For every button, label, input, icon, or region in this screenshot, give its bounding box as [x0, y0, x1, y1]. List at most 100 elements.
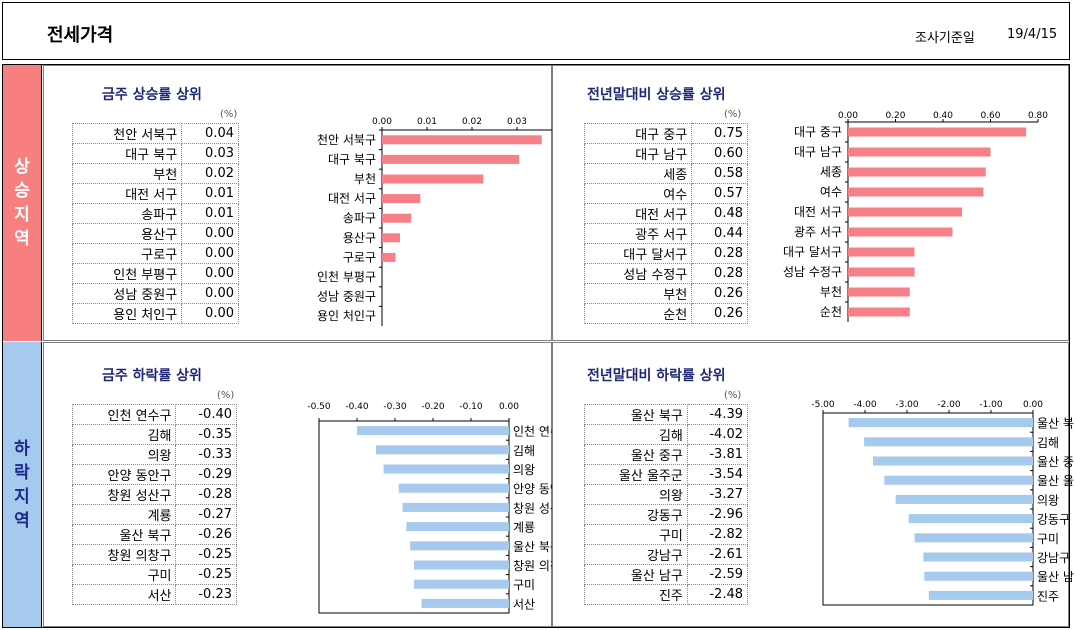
bar [414, 579, 509, 589]
region-name: 여수 [583, 183, 693, 204]
region-name: 성남 수정구 [583, 263, 693, 284]
table-row: 대전 서구 0.01 [71, 183, 239, 204]
region-name: 세종 [583, 163, 693, 184]
survey-date-label: 조사기준일 [915, 31, 975, 46]
rate-value: -0.33 [175, 444, 237, 465]
bar [908, 514, 1033, 524]
table-row: 천안 서북구 0.04 [71, 123, 239, 144]
bar [848, 187, 984, 197]
category-label: 부천 [820, 284, 842, 299]
category-label: 울산 북구 [1037, 417, 1074, 431]
region-name: 구미 [71, 564, 177, 585]
rate-value: 0.00 [181, 243, 239, 264]
x-tick-label: -0.30 [383, 402, 407, 412]
table-row: 부천 0.02 [71, 163, 239, 184]
category-label: 대구 남구 [794, 145, 842, 159]
category-label: 부천 [354, 171, 376, 186]
region-name: 구미 [584, 524, 688, 545]
table-row: 인천 부평구 0.00 [71, 263, 239, 284]
rate-value: 0.04 [181, 123, 239, 144]
x-tick-label: -1.00 [979, 400, 1003, 410]
panel-ytd-fall: 전년말대비 하락률 상위 (%) 울산 북구 -4.39 김해 -4.02 울산 중구 -… [552, 342, 1074, 627]
category-label: 천안 서북구 [317, 132, 376, 147]
x-tick-label: -0.20 [421, 402, 445, 412]
rate-value: 0.57 [691, 183, 748, 204]
side-label-char: 역 [14, 229, 30, 249]
bar [848, 147, 991, 157]
table-row: 용인 처인구 0.00 [71, 303, 239, 324]
rate-value: -0.29 [175, 464, 237, 485]
rank-table: 대구 중구 0.75 대구 남구 0.60 세종 0.58 여수 0.57 대전 서구 0.48 광… [583, 123, 748, 324]
rate-value: -4.39 [686, 404, 749, 425]
table-row: 구미 -2.82 [584, 524, 749, 545]
table-row: 강남구 -2.61 [584, 544, 749, 565]
region-name: 대구 중구 [583, 123, 693, 144]
rate-value: -2.61 [686, 544, 749, 565]
table-row: 대구 중구 0.75 [583, 123, 748, 144]
bar [406, 522, 509, 532]
bar [895, 494, 1033, 504]
region-name: 부천 [583, 283, 693, 304]
rank-table: 울산 북구 -4.39 김해 -4.02 울산 중구 -3.81 울산 울주군 -3.54 의왕… [584, 404, 749, 605]
table-row: 세종 0.58 [583, 163, 748, 184]
bar [382, 174, 484, 184]
x-tick-label: -3.00 [895, 400, 919, 410]
rate-value: -0.26 [175, 524, 237, 545]
bar [914, 533, 1033, 543]
region-name: 의왕 [584, 484, 688, 505]
panel-ytd-rise: 전년말대비 상승률 상위 (%) 대구 중구 0.75 대구 남구 0.60 세종 0.5… [552, 65, 1069, 341]
region-name: 대구 달서구 [583, 243, 693, 264]
rate-value: 0.28 [691, 263, 748, 284]
category-label: 울산 울주군 [1037, 474, 1074, 488]
rate-value: -0.25 [175, 564, 237, 585]
rate-value: 0.00 [181, 283, 239, 304]
rate-value: 0.01 [181, 183, 239, 204]
x-tick-label: -0.10 [459, 402, 483, 412]
bar [398, 483, 509, 493]
side-label-char: 상 [14, 157, 30, 177]
table-row: 용산구 0.00 [71, 223, 239, 244]
table-row: 성남 중원구 0.00 [71, 283, 239, 304]
x-tick-label: 0.60 [980, 111, 1000, 121]
category-label: 서산 [513, 597, 535, 611]
rate-value: -0.25 [175, 544, 237, 565]
rank-table: 인천 연수구 -0.40 김해 -0.35 의왕 -0.33 안양 동안구 -0.29 창원 성… [71, 404, 237, 605]
bar [402, 502, 509, 512]
category-label: 계룡 [513, 521, 535, 535]
region-name: 창원 성산구 [71, 484, 177, 505]
rate-value: 0.26 [691, 283, 748, 304]
region-name: 인천 부평구 [71, 263, 183, 284]
rate-value: -3.27 [686, 484, 749, 505]
rate-value: 0.01 [181, 203, 239, 224]
rate-value: -2.59 [686, 564, 749, 585]
unit-label: (%) [217, 390, 235, 401]
x-tick-label: 0.00 [1023, 400, 1043, 410]
bar [928, 590, 1033, 600]
table-row: 구로구 0.00 [71, 243, 239, 264]
main-frame [2, 64, 1070, 628]
region-name: 김해 [584, 424, 688, 445]
bar [382, 233, 400, 243]
category-label: 여수 [820, 185, 842, 199]
rate-value: 0.48 [691, 203, 748, 224]
category-label: 김해 [513, 444, 535, 458]
bar [848, 418, 1033, 428]
bar [382, 194, 421, 204]
unit-label: (%) [724, 109, 742, 120]
region-name: 울산 북구 [71, 524, 177, 545]
region-name: 대구 남구 [583, 143, 693, 164]
category-label: 순천 [820, 304, 842, 319]
table-row: 대구 달서구 0.28 [583, 243, 748, 264]
category-label: 성남 중원구 [317, 290, 376, 304]
category-label: 울산 북구 [513, 540, 561, 554]
survey-date: 19/4/15 [1007, 27, 1058, 42]
table-row: 의왕 -3.27 [584, 484, 749, 505]
category-label: 울산 중구 [1037, 455, 1074, 469]
bar [410, 541, 509, 551]
x-tick-label: 0.20 [885, 111, 905, 121]
rate-value: 0.60 [691, 143, 748, 164]
side-label-char: 락 [14, 462, 30, 483]
rate-value: 0.44 [691, 223, 748, 244]
